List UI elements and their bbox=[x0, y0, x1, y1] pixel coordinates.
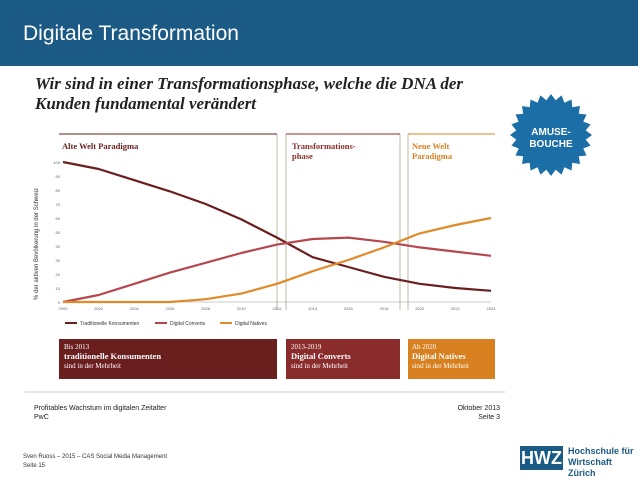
y-ticks: 0 10 20 30 40 50 60 70 80 90 100 bbox=[53, 160, 60, 305]
x-tick-label: 2016 bbox=[344, 306, 354, 311]
hwz-logo: HWZ bbox=[520, 446, 563, 470]
source-title: Profitables Wachstum im digitalen Zeital… bbox=[34, 405, 167, 412]
slide-title: Digitale Transformation bbox=[23, 22, 239, 45]
y-tick-label: 0 bbox=[58, 300, 61, 305]
y-tick-label: 40 bbox=[56, 244, 61, 249]
box-year-traditional: Bis 2013 bbox=[64, 343, 90, 351]
badge-line-1: AMUSE- bbox=[531, 127, 571, 138]
box-natives bbox=[408, 339, 495, 379]
panel-title-new: Neue Welt Paradigma bbox=[412, 141, 453, 161]
box-converts bbox=[286, 339, 400, 379]
slide-headline: Wir sind in einer Transformationsphase, … bbox=[35, 74, 464, 113]
x-tick-label: 2022 bbox=[451, 306, 461, 311]
y-tick-label: 50 bbox=[56, 230, 61, 235]
box-text-converts: 2013-2019 Digital Converts sind in der M… bbox=[291, 343, 351, 371]
y-tick-label: 30 bbox=[56, 258, 61, 263]
legend-label-natives: Digital Natives bbox=[235, 321, 267, 327]
slide-header: Digitale Transformation bbox=[0, 0, 638, 66]
footer-text: Sven Ruoss – 2015 – CAS Social Media Man… bbox=[23, 453, 167, 471]
source-org: PwC bbox=[34, 414, 49, 421]
box-note-natives: sind in der Mehrheit bbox=[412, 362, 469, 370]
badge-star-shape bbox=[510, 94, 592, 176]
box-text-natives: Ab 2020 Digital Natives sind in der Mehr… bbox=[412, 343, 469, 371]
hwz-logo-line-1: Hochschule für bbox=[568, 446, 634, 456]
y-tick-label: 80 bbox=[56, 188, 61, 193]
box-year-natives: Ab 2020 bbox=[412, 343, 437, 351]
panel-title-old: Alte Welt Paradigma bbox=[62, 141, 139, 151]
legend-label-traditional: Traditionelle Konsumenten bbox=[80, 321, 140, 327]
x-tick-label: 2018 bbox=[380, 306, 390, 311]
y-tick-label: 60 bbox=[56, 216, 61, 221]
x-tick-label: 2020 bbox=[415, 306, 425, 311]
y-axis-label: % der aktiven Bevölkerung in der Schweiz bbox=[34, 188, 40, 300]
x-tick-label: 2024 bbox=[487, 306, 497, 311]
box-text-traditional: Bis 2013 traditionelle Konsumenten sind … bbox=[64, 343, 161, 371]
y-tick-label: 70 bbox=[56, 202, 61, 207]
transformation-chart: % der aktiven Bevölkerung in der Schweiz… bbox=[25, 133, 505, 393]
x-tick-label: 2004 bbox=[130, 306, 140, 311]
source-page: Seite 3 bbox=[478, 414, 500, 421]
source-date: Oktober 2013 bbox=[457, 405, 500, 412]
box-note-traditional: sind in der Mehrheit bbox=[64, 362, 121, 370]
x-tick-label: 2000 bbox=[59, 306, 69, 311]
y-tick-label: 10 bbox=[56, 286, 61, 291]
box-group-traditional: traditionelle Konsumenten bbox=[64, 351, 162, 361]
x-ticks: 2000 2002 2004 2006 2008 2010 2012 2014 2016 2018… bbox=[59, 306, 497, 311]
box-year-converts: 2013-2019 bbox=[291, 343, 322, 351]
x-tick-label: 2012 bbox=[273, 306, 283, 311]
series-line-0 bbox=[62, 160, 492, 292]
x-tick-label: 2002 bbox=[94, 306, 104, 311]
panel-title-transformation: Transformations- phase bbox=[292, 141, 356, 161]
series-line-1 bbox=[62, 236, 492, 304]
hwz-logo-line-2: Wirtschaft Zürich bbox=[568, 457, 612, 478]
box-traditional bbox=[59, 339, 277, 379]
legend-label-converts: Digital Converts bbox=[170, 321, 206, 327]
box-note-converts: sind in der Mehrheit bbox=[291, 362, 348, 370]
x-tick-label: 2006 bbox=[166, 306, 176, 311]
hwz-logo-text: Hochschule für Wirtschaft Zürich bbox=[568, 446, 638, 479]
footer-page: Seite 15 bbox=[23, 463, 46, 469]
x-tick-label: 2014 bbox=[308, 306, 318, 311]
amuse-bouche-badge bbox=[510, 94, 592, 176]
series-line-2 bbox=[63, 216, 492, 304]
legend: Traditionelle Konsumenten Digital Conver… bbox=[65, 321, 267, 327]
badge-line-2: BOUCHE bbox=[529, 139, 573, 150]
badge-label: AMUSE- BOUCHE bbox=[509, 127, 593, 151]
box-group-converts: Digital Converts bbox=[291, 351, 351, 361]
series-lines bbox=[62, 160, 492, 304]
footer-author: Sven Ruoss – 2015 – CAS Social Media Man… bbox=[23, 454, 168, 460]
y-tick-label: 90 bbox=[56, 174, 61, 179]
box-group-natives: Digital Natives bbox=[412, 351, 466, 361]
y-tick-label: 100 bbox=[53, 160, 60, 165]
x-tick-label: 2010 bbox=[237, 306, 247, 311]
y-tick-label: 20 bbox=[56, 272, 61, 277]
x-tick-label: 2008 bbox=[201, 306, 211, 311]
